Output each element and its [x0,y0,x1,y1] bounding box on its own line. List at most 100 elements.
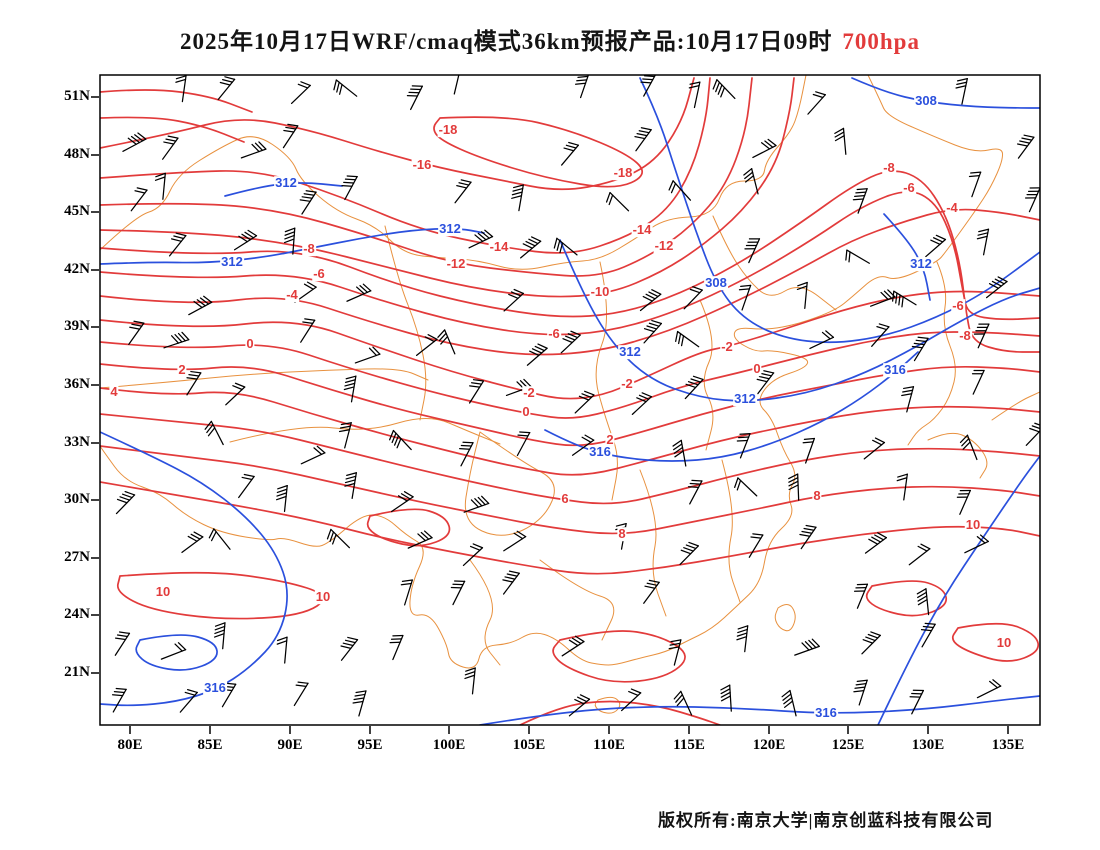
contour-value-label: -16 [411,157,433,173]
lon-axis-label: 95E [357,737,383,753]
lon-axis-label: 130E [911,737,945,753]
contour-value-label: 312 [733,391,757,407]
wind-barb [643,579,660,604]
wind-barb [464,667,476,695]
wind-barb [896,473,908,501]
wind-barb [752,138,777,159]
lon-axis-label: 110E [593,737,625,753]
wind-barb [163,331,190,349]
contour-value-label: 2 [605,432,615,448]
wind-barb [736,433,751,459]
contour-value-label: 312 [438,221,462,237]
lon-axis-label: 85E [197,737,223,753]
contour-value-label: -2 [620,376,634,392]
contour-value-label: 316 [814,705,838,721]
wind-barb [511,184,524,212]
contour-value-label: -4 [945,200,959,216]
wind-barb [186,370,202,396]
wind-barb [233,229,258,251]
wind-barb [346,283,372,302]
wind-barb [437,329,456,355]
contour-value-label: -2 [522,385,536,401]
wind-barb [916,588,930,616]
wind-barb [799,524,817,550]
contour-value-label: -8 [302,241,316,257]
wind-barb [560,330,581,354]
wind-barb [756,370,775,395]
wind-barb [621,688,642,712]
wind-barb [971,369,985,395]
plot-frame-and-ticks [91,74,1041,734]
wind-barb [834,127,847,155]
wind-barb [240,141,267,159]
wind-barb [293,681,309,707]
lon-axis-label: 125E [831,737,865,753]
wind-barb [955,78,968,105]
wind-barb [781,689,797,717]
contour-value-label: -12 [653,238,675,254]
contour-value-label: 2 [177,362,187,378]
lat-axis-label: 45N [64,203,90,219]
wind-barb [968,171,982,198]
wind-barb [631,392,653,416]
contour-value-label: 0 [245,336,255,352]
wind-barb [672,439,687,467]
contour-value-label: 312 [909,256,933,272]
wind-barb [354,346,381,364]
wind-barb [673,690,693,716]
lat-axis-label: 27N [64,549,90,565]
wind-barb [175,75,187,103]
wind-barb [450,580,466,606]
lon-axis-label: 100E [432,737,466,753]
wind-barb [870,289,896,307]
contour-value-label: -4 [285,287,299,303]
wind-barb [852,188,868,214]
lat-axis-label: 21N [64,664,90,680]
wind-barb [561,635,585,657]
wind-barb [1025,422,1040,446]
wind-barb [459,441,474,467]
wind-barb [744,238,761,264]
wind-barb [639,289,662,312]
lon-axis-label: 120E [752,737,786,753]
wind-barb [683,286,703,310]
wind-barb [712,79,736,100]
wind-barb [976,679,1002,699]
wind-barb [503,530,527,552]
wind-barb [976,228,990,256]
wind-barb [217,76,236,101]
wind-barb [326,528,351,549]
contour-value-label: 4 [109,384,119,400]
wind-barb [468,229,494,249]
wind-barb [516,431,531,457]
wind-barb [561,141,580,166]
wind-barb [568,694,591,717]
wind-barb [276,636,288,664]
wind-barb [605,191,630,212]
wind-barb [526,343,548,366]
wind-barb [679,541,699,566]
wind-barb [406,85,423,111]
lat-axis-label: 36N [64,376,90,392]
wind-barb [276,485,288,513]
wind-barb [901,386,915,413]
wind-barb [343,375,357,403]
contour-value-label: -18 [437,122,459,138]
wind-barb [468,379,485,404]
contour-value-label: 8 [812,488,822,504]
height-contours-layer [100,77,1040,725]
wind-barb [973,323,990,349]
lon-axis-label: 105E [512,737,546,753]
wind-barb [162,135,179,160]
wind-barb [400,579,413,606]
wind-barb [738,284,752,311]
wind-barb [338,422,352,449]
wind-barb [743,168,759,195]
wind-barb [1017,134,1035,159]
wind-barb [341,175,358,201]
contour-value-label: 0 [752,361,762,377]
wind-barb [114,631,131,656]
wind-barb [734,477,758,497]
